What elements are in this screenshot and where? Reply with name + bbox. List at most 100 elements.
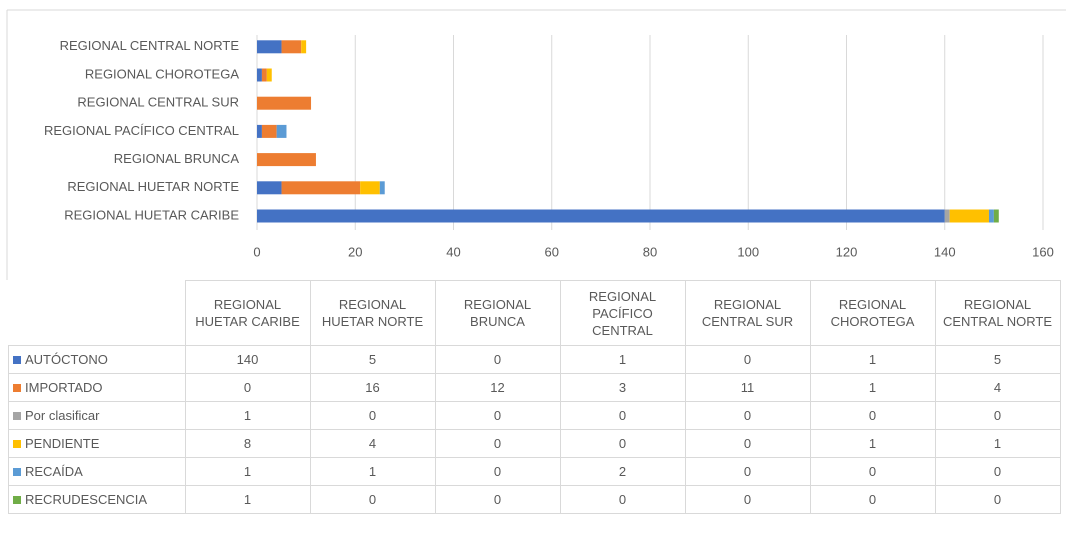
table-cell: 1 [809,373,936,402]
table-row: Por clasificar 1 0 0 0 0 0 0 [8,401,1061,430]
bar-segment [266,68,272,82]
x-tick-label: 100 [737,244,759,259]
table-header-row: REGIONAL HUETAR CARIBE REGIONAL HUETAR NO… [9,280,1061,346]
table-cell: 0 [684,401,811,430]
legend-swatch [13,356,21,364]
bar-segment [257,181,282,195]
y-tick-label: REGIONAL HUETAR NORTE [67,179,239,194]
bar-segment [360,181,380,195]
bar-segment [261,124,277,138]
table-corner [9,281,186,346]
x-tick-label: 40 [446,244,460,259]
table-cell: 0 [684,429,811,458]
bar-segment [257,68,262,82]
table-cell: 0 [184,373,311,402]
table-cell: 0 [309,401,436,430]
chart: 0 20 40 60 80 100 120 140 160 REGIONAL HUETAR CAR… [6,9,1066,280]
x-tick-label: 20 [348,244,362,259]
table-cell: 0 [809,401,936,430]
bar-segment [949,209,989,223]
legend-swatch [13,468,21,476]
table-cell: 0 [934,401,1061,430]
bar-segment [301,40,307,54]
legend-label: RECRUDESCENCIA [25,492,148,507]
legend-swatch [13,496,21,504]
bar-segment [944,209,950,223]
table-cell: 0 [684,457,811,486]
table-cell: 0 [434,401,561,430]
table-cell: 4 [934,373,1061,402]
column-header: REGIONAL CHOROTEGA [809,280,936,346]
table-cell: 1 [184,485,311,514]
column-header: REGIONAL BRUNCA [434,280,561,346]
bar-segment [261,68,267,82]
table-cell: 1 [934,429,1061,458]
bar-segment [257,124,262,138]
table-cell: 1 [309,457,436,486]
y-tick-label: REGIONAL CENTRAL SUR [77,95,239,110]
table-cell: 16 [309,373,436,402]
x-tick-label: 140 [934,244,956,259]
bar-segment [993,209,999,223]
table-cell: 12 [434,373,561,402]
bar-segment [379,181,385,195]
bar-segment [257,40,282,54]
bar-segment [281,40,302,54]
bar-segment [988,209,994,223]
table-cell: 0 [934,457,1061,486]
table-cell: 11 [684,373,811,402]
table-cell: 0 [934,485,1061,514]
x-tick-label: 160 [1032,244,1054,259]
table-cell: 0 [809,485,936,514]
table-cell: 1 [809,345,936,374]
row-header: RECAÍDA [8,457,186,486]
bar-segment [281,181,361,195]
table-cell: 1 [559,345,686,374]
y-tick-label: REGIONAL HUETAR CARIBE [64,207,239,222]
x-tick-label: 60 [545,244,559,259]
data-table: REGIONAL HUETAR CARIBE REGIONAL HUETAR NO… [8,280,1061,514]
table-cell: 1 [184,457,311,486]
table-row: RECRUDESCENCIA 1 0 0 0 0 0 0 [8,485,1061,514]
table-cell: 0 [434,485,561,514]
table-cell: 4 [309,429,436,458]
bar-segment [257,96,312,110]
column-header: REGIONAL HUETAR NORTE [309,280,436,346]
table-cell: 5 [309,345,436,374]
table-cell: 5 [934,345,1061,374]
row-header: AUTÓCTONO [8,345,186,374]
x-tick-label: 80 [643,244,657,259]
table-row: AUTÓCTONO 140 5 0 1 0 1 5 [8,345,1061,374]
y-tick-label: REGIONAL CENTRAL NORTE [60,38,240,53]
table-cell: 0 [684,485,811,514]
table-cell: 0 [434,429,561,458]
column-header: REGIONAL HUETAR CARIBE [184,280,311,346]
row-header: IMPORTADO [8,373,186,402]
table-cell: 0 [434,345,561,374]
x-tick-label: 0 [253,244,260,259]
x-tick-label: 120 [836,244,858,259]
table-cell: 0 [809,457,936,486]
table-cell: 0 [434,457,561,486]
column-header: REGIONAL CENTRAL NORTE [934,280,1061,346]
table-row: IMPORTADO 0 16 12 3 11 1 4 [8,373,1061,402]
table-cell: 0 [309,485,436,514]
legend-label: Por clasificar [25,408,100,423]
table-cell: 1 [184,401,311,430]
row-header: Por clasificar [8,401,186,430]
y-tick-label: REGIONAL PACÍFICO CENTRAL [44,123,239,138]
y-tick-label: REGIONAL CHOROTEGA [85,66,239,81]
table-cell: 3 [559,373,686,402]
legend-swatch [13,384,21,392]
column-header: REGIONAL CENTRAL SUR [684,280,811,346]
row-header: RECRUDESCENCIA [8,485,186,514]
y-tick-label: REGIONAL BRUNCA [114,151,240,166]
legend-label: AUTÓCTONO [25,352,108,367]
column-header: REGIONAL PACÍFICO CENTRAL [559,280,686,346]
table-row: PENDIENTE 8 4 0 0 0 1 1 [8,429,1061,458]
bar-segment [276,124,287,138]
legend-label: PENDIENTE [25,436,100,451]
legend-swatch [13,440,21,448]
bar-segment [257,153,316,167]
